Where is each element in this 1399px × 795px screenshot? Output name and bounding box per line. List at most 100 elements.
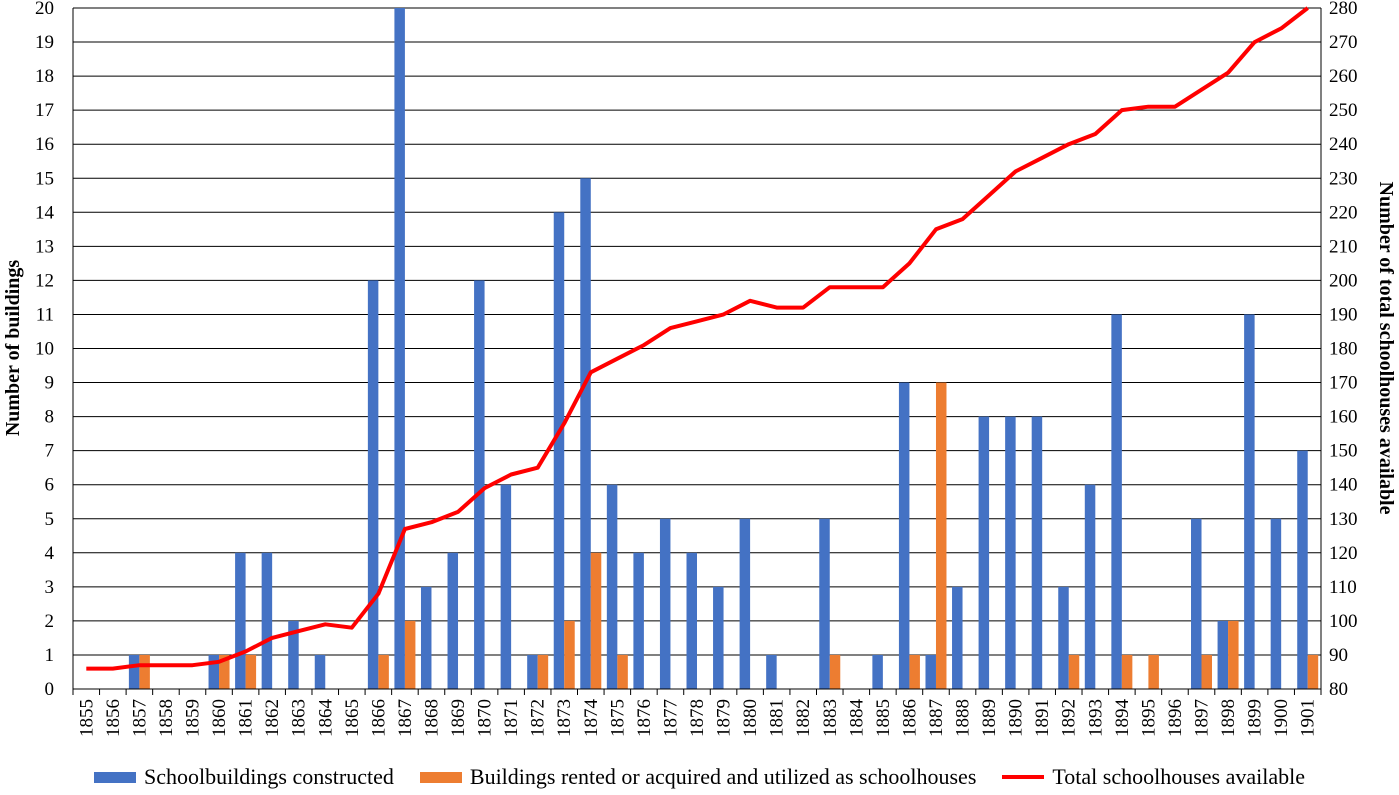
- x-tick-label: 1895: [1138, 699, 1159, 737]
- bar-constructed: [633, 552, 644, 689]
- x-tick-label: 1873: [554, 699, 575, 737]
- bar-constructed: [1084, 484, 1096, 689]
- bar-rented: [564, 620, 575, 689]
- bar-rented: [378, 654, 389, 689]
- y2-tick-label: 210: [1329, 236, 1358, 257]
- bar-constructed: [1058, 586, 1069, 689]
- x-tick-label: 1868: [421, 699, 442, 737]
- legend-swatch-red-line: [1002, 775, 1045, 779]
- bar-constructed: [1244, 314, 1255, 689]
- bar-constructed: [128, 654, 140, 689]
- x-tick-label: 1892: [1059, 699, 1080, 737]
- y-tick-label: 10: [35, 339, 54, 360]
- x-tick-label: 1882: [793, 699, 814, 737]
- x-tick-label: 1896: [1165, 699, 1186, 737]
- x-tick-label: 1877: [660, 699, 681, 737]
- legend-label: Schoolbuildings constructed: [143, 764, 394, 789]
- y2-tick-label: 150: [1329, 441, 1358, 462]
- line-total-schoolhouses: [86, 6, 1309, 671]
- y-tick-label: 6: [45, 475, 55, 496]
- x-tick-label: 1880: [740, 699, 761, 737]
- x-tick-label: 1860: [209, 699, 230, 737]
- bar-rented: [617, 654, 628, 689]
- left-axis-title: Number of buildings: [2, 260, 24, 437]
- y-tick-label: 4: [45, 543, 55, 564]
- line-series: [86, 6, 1309, 671]
- x-tick-label: 1872: [528, 699, 549, 737]
- bar-constructed: [474, 280, 485, 689]
- x-tick-label: 1899: [1245, 699, 1266, 737]
- x-tick-label: 1881: [767, 699, 788, 737]
- y-tick-label: 17: [35, 100, 54, 121]
- gridlines: [73, 7, 1321, 690]
- x-tick-label: 1867: [395, 699, 416, 737]
- y-tick-label: 11: [36, 304, 54, 325]
- x-tick-label: 1891: [1032, 699, 1053, 737]
- x-tick-label: 1861: [236, 699, 257, 737]
- x-tick-label: 1884: [846, 699, 867, 738]
- y2-tick-label: 140: [1329, 475, 1358, 496]
- bar-rented: [829, 654, 841, 689]
- bar-constructed: [553, 212, 565, 690]
- legend-swatch-orange: [419, 771, 462, 783]
- x-tick-label: 1897: [1192, 699, 1213, 737]
- bar-constructed: [686, 552, 697, 689]
- bar-constructed: [500, 484, 512, 689]
- bar-constructed: [314, 654, 326, 689]
- x-axis-tick-labels: 1855 1856 1857 1858 1859 1860 1861 1862 1863 1864…: [76, 699, 1318, 738]
- y-tick-label: 13: [35, 236, 54, 257]
- bar-constructed: [819, 518, 830, 689]
- y-tick-label: 19: [35, 32, 54, 53]
- y-tick-label: 14: [35, 202, 55, 223]
- x-tick-label: 1900: [1271, 699, 1292, 737]
- legend-item-total: Total schoolhouses available: [1002, 764, 1305, 790]
- legend-swatch-blue: [93, 771, 136, 783]
- bar-constructed: [1191, 518, 1202, 689]
- y2-tick-label: 190: [1329, 304, 1358, 325]
- x-tick-label: 1898: [1218, 699, 1239, 737]
- y2-tick-label: 110: [1329, 577, 1357, 598]
- bar-series: [128, 8, 1319, 690]
- legend-item-constructed: Schoolbuildings constructed: [93, 764, 394, 790]
- y-tick-label: 0: [45, 679, 55, 700]
- bar-constructed: [1297, 450, 1308, 689]
- bar-constructed: [394, 8, 405, 689]
- bar-rented: [1068, 654, 1080, 689]
- y2-tick-label: 80: [1329, 679, 1348, 700]
- x-tick-label: 1883: [820, 699, 841, 737]
- x-tick-label: 1862: [262, 699, 283, 737]
- x-tick-label: 1894: [1112, 699, 1133, 738]
- y-tick-label: 1: [45, 645, 55, 666]
- y2-tick-label: 250: [1329, 100, 1358, 121]
- y-tick-label: 9: [45, 373, 55, 394]
- bar-constructed: [447, 552, 459, 689]
- x-tick-label: 1879: [714, 699, 735, 737]
- axes: [72, 8, 1322, 695]
- bar-constructed: [713, 586, 724, 689]
- x-tick-label: 1878: [687, 699, 708, 737]
- bar-rented: [404, 620, 416, 689]
- y2-tick-label: 130: [1329, 509, 1358, 530]
- bar-constructed: [208, 654, 220, 689]
- bar-constructed: [580, 178, 591, 689]
- y2-tick-label: 240: [1329, 134, 1358, 155]
- bar-constructed: [978, 416, 990, 689]
- x-tick-label: 1875: [607, 699, 628, 737]
- bar-constructed: [235, 552, 246, 689]
- x-tick-label: 1887: [926, 699, 947, 737]
- x-tick-label: 1890: [1006, 699, 1027, 737]
- bar-constructed: [1217, 620, 1229, 689]
- legend-label: Buildings rented or acquired and utilize…: [469, 764, 977, 789]
- x-tick-label: 1857: [129, 699, 150, 737]
- y2-tick-label: 230: [1329, 168, 1358, 189]
- y2-tick-label: 270: [1329, 32, 1358, 53]
- bar-rented: [909, 654, 920, 689]
- x-tick-label: 1863: [289, 699, 310, 737]
- y-tick-label: 3: [45, 577, 55, 598]
- x-tick-label: 1901: [1298, 699, 1319, 737]
- x-tick-label: 1869: [448, 699, 469, 737]
- x-tick-label: 1865: [342, 699, 363, 737]
- x-tick-label: 1866: [368, 699, 389, 737]
- bar-rented: [139, 654, 150, 689]
